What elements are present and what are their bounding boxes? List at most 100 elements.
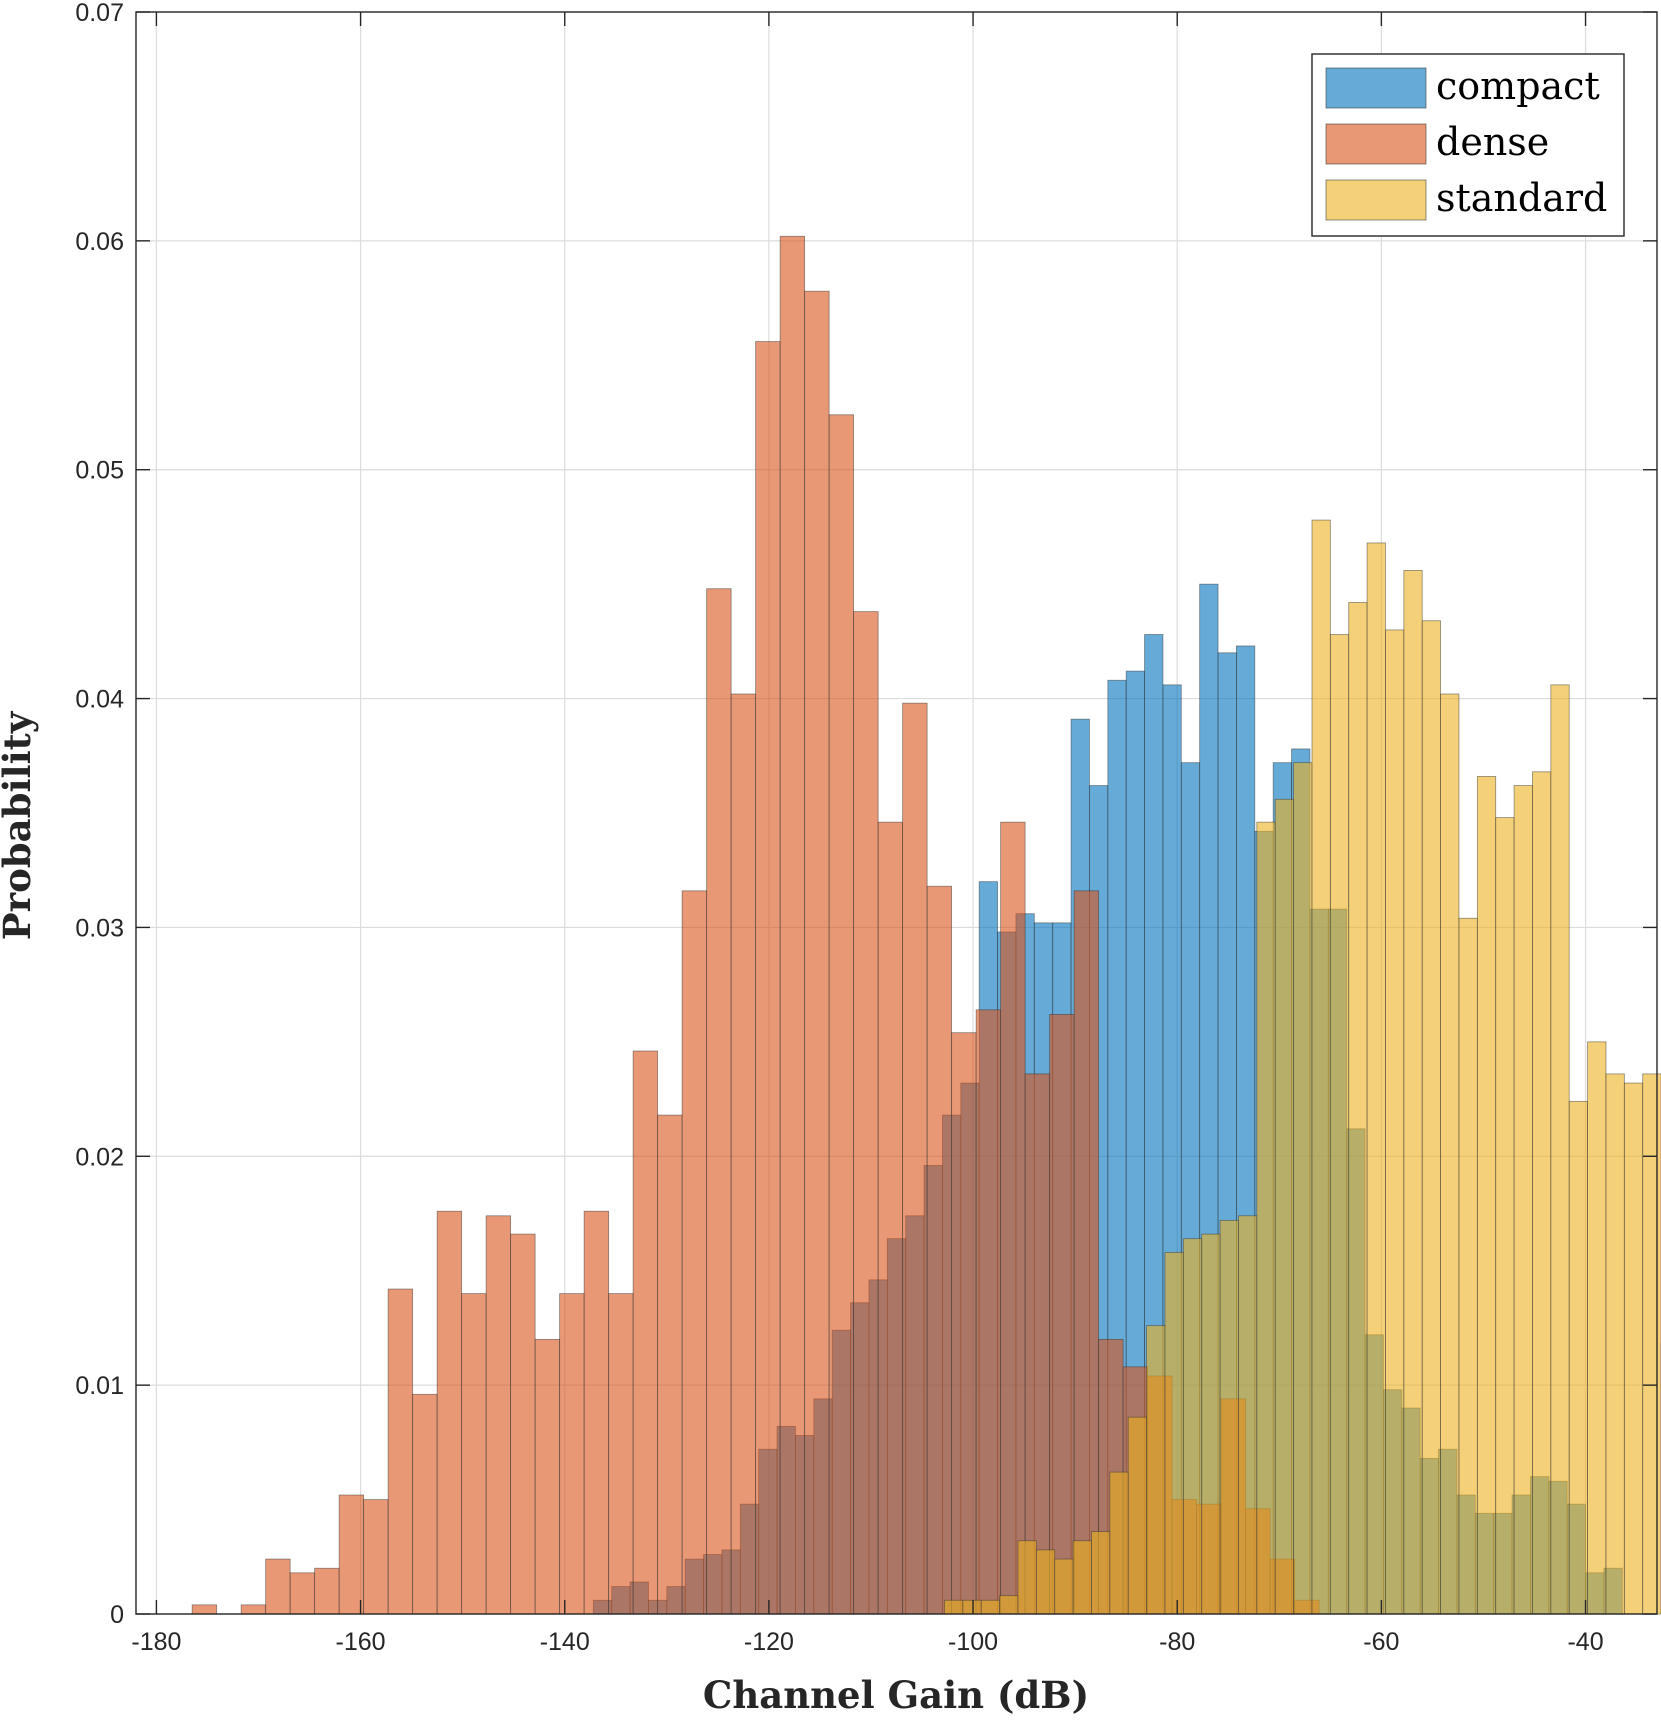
legend-label-compact: compact: [1436, 64, 1600, 108]
bar-dense: [485, 1215, 512, 1615]
bar-dense: [314, 1567, 340, 1615]
y-tick-label: 0.04: [75, 686, 124, 714]
bar-standard: [1256, 821, 1276, 1615]
legend-label-standard: standard: [1436, 176, 1607, 220]
bar-standard: [1532, 771, 1552, 1615]
bar-dense: [191, 1604, 218, 1615]
bar-standard: [1054, 1558, 1074, 1615]
bar-standard: [1366, 542, 1386, 1615]
bar-dense: [926, 885, 953, 1615]
bar-standard: [1035, 1549, 1056, 1615]
axis-ticks: [136, 11, 1657, 1615]
bar-dense: [559, 1293, 585, 1615]
bar-dense: [828, 414, 855, 1615]
y-tick-labels: 0 0.01 0.02 0.03 0.04 0.05 0.06 0.07: [75, 0, 124, 1629]
bar-standard: [1495, 817, 1515, 1615]
bar-dense: [681, 890, 708, 1615]
bar-standard: [999, 1595, 1019, 1615]
bar-standard: [1642, 1073, 1661, 1615]
bar-dense: [461, 1293, 487, 1615]
x-tick-labels: -180 -160 -140 -120 -100 -80 -60 -40: [131, 1628, 1603, 1656]
y-tick-label: 0.02: [75, 1143, 124, 1171]
x-tick-label: -60: [1363, 1628, 1399, 1656]
bar-standard: [1550, 684, 1570, 1615]
y-tick-label: 0.03: [75, 914, 124, 942]
bar-standard: [1164, 1252, 1184, 1615]
x-tick-label: -80: [1159, 1628, 1195, 1656]
bar-dense: [902, 702, 928, 1615]
bar-dense: [804, 290, 830, 1615]
series-dense: [191, 235, 1320, 1615]
histogram-bars: [191, 235, 1661, 1615]
bar-dense: [338, 1494, 365, 1615]
x-tick-label: -40: [1567, 1628, 1603, 1656]
y-tick-label: 0.07: [75, 0, 124, 27]
bar-standard: [1293, 762, 1313, 1615]
bar-dense: [730, 693, 757, 1615]
bar-dense: [1073, 890, 1100, 1615]
bar-standard: [1513, 785, 1533, 1615]
bar-standard: [1072, 1540, 1092, 1615]
bar-dense: [706, 588, 732, 1615]
bar-standard: [980, 1599, 1001, 1615]
bar-dense: [755, 341, 781, 1615]
legend-swatch-compact: [1325, 67, 1427, 109]
legend: compact dense standard: [1311, 53, 1625, 237]
bar-dense: [265, 1558, 291, 1615]
x-tick-label: -160: [336, 1628, 386, 1656]
bar-dense: [975, 1009, 1002, 1615]
bar-dense: [1000, 821, 1026, 1615]
x-tick-label: -180: [131, 1628, 181, 1656]
x-axis-title: Channel Gain (dB): [703, 1673, 1089, 1717]
bar-standard: [1274, 798, 1294, 1615]
bar-dense: [583, 1210, 610, 1615]
bar-dense: [510, 1233, 536, 1615]
legend-swatch-standard: [1325, 179, 1427, 221]
bar-standard: [1311, 519, 1331, 1615]
y-tick-label: 0.01: [75, 1372, 124, 1400]
bar-standard: [944, 1599, 964, 1615]
bar-standard: [1403, 570, 1423, 1615]
bar-standard: [1605, 1073, 1625, 1615]
x-tick-label: -140: [540, 1628, 590, 1656]
bar-standard: [1421, 620, 1441, 1615]
bar-dense: [240, 1604, 267, 1615]
bar-standard: [1458, 917, 1478, 1615]
legend-label-dense: dense: [1436, 120, 1549, 164]
bar-standard: [1238, 1215, 1258, 1615]
bar-standard: [1440, 693, 1460, 1615]
bar-standard: [962, 1599, 982, 1615]
bar-standard: [1587, 1041, 1607, 1615]
bar-standard: [1385, 629, 1405, 1615]
bar-dense: [853, 611, 879, 1615]
bar-dense: [363, 1499, 389, 1615]
bar-dense: [436, 1210, 463, 1615]
bar-dense: [289, 1572, 316, 1615]
bar-dense: [1024, 1073, 1051, 1615]
bar-standard: [1623, 1082, 1644, 1615]
x-tick-label: -120: [744, 1628, 794, 1656]
bar-standard: [1201, 1233, 1221, 1615]
bar-dense: [951, 1032, 977, 1615]
bar-dense: [1049, 1013, 1075, 1615]
y-axis-title: Probability: [0, 710, 39, 940]
bar-dense: [412, 1393, 438, 1615]
y-tick-label: 0: [110, 1601, 124, 1629]
bar-standard: [1091, 1531, 1111, 1615]
bar-dense: [534, 1338, 561, 1615]
bar-standard: [1219, 1219, 1239, 1615]
bar-dense: [657, 1114, 683, 1615]
legend-swatch-dense: [1325, 123, 1427, 165]
bar-dense: [387, 1288, 414, 1615]
plot-area-frame: [135, 11, 1658, 1615]
bar-standard: [1348, 602, 1368, 1615]
bar-standard: [1146, 1325, 1166, 1615]
bar-standard: [1476, 775, 1497, 1615]
bar-dense: [877, 821, 904, 1615]
bar-dense: [632, 1050, 659, 1615]
bar-standard: [1182, 1238, 1203, 1615]
x-tick-label: -100: [948, 1628, 998, 1656]
bar-standard: [1568, 1100, 1588, 1615]
bar-standard: [1109, 1471, 1129, 1615]
